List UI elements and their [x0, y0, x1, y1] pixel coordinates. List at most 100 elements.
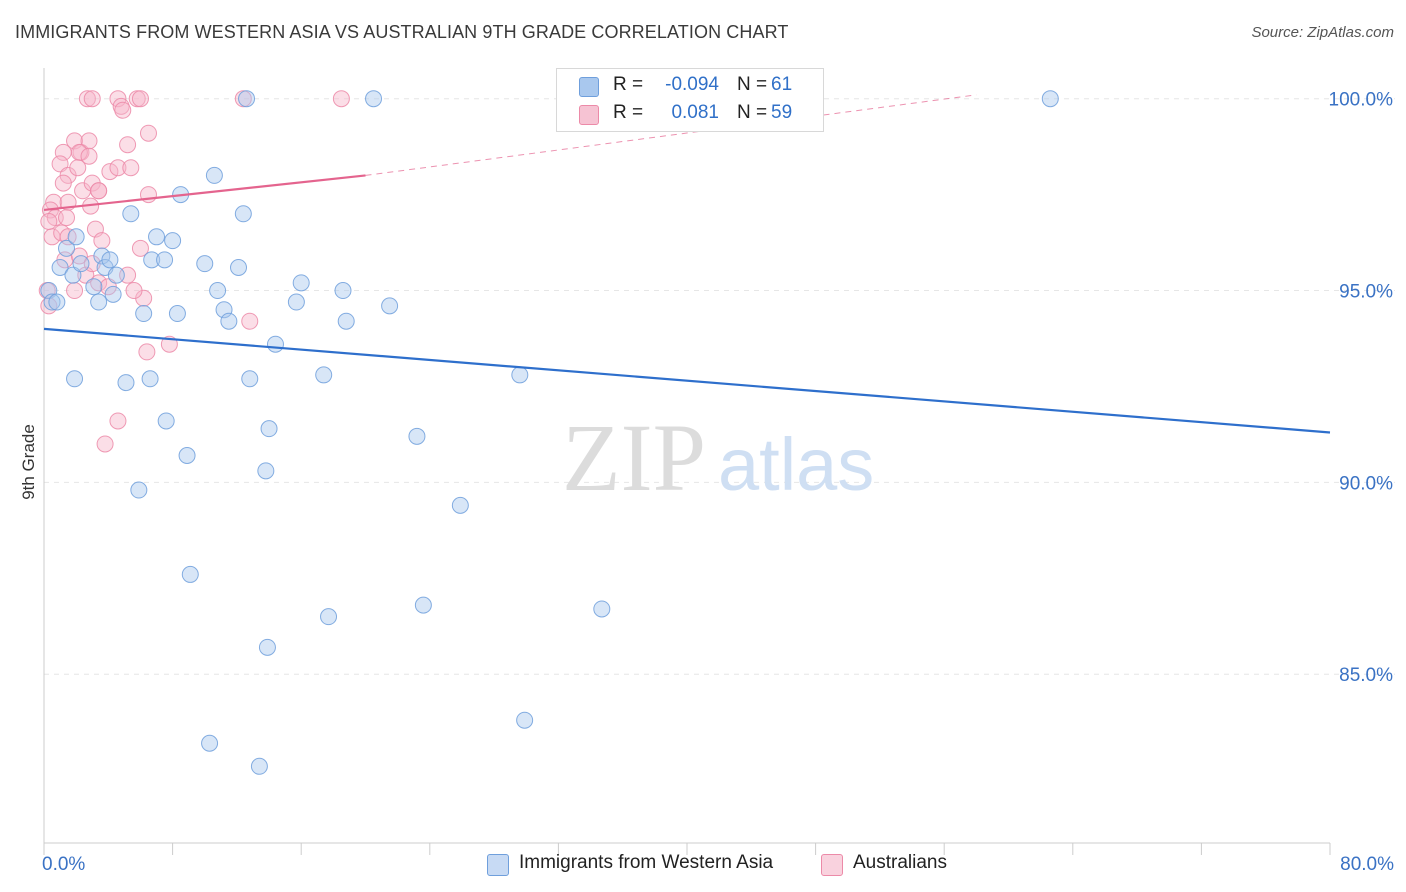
- point-australians: [131, 90, 149, 108]
- legend-swatch-blue: [487, 854, 509, 876]
- point-western-asia: [337, 312, 355, 330]
- point-western-asia: [148, 228, 166, 246]
- point-western-asia: [107, 266, 125, 284]
- point-western-asia: [241, 370, 259, 388]
- point-western-asia: [201, 734, 219, 752]
- watermark-atlas: atlas: [718, 423, 874, 506]
- point-western-asia: [258, 638, 276, 656]
- point-australians: [78, 90, 96, 108]
- point-western-asia: [238, 90, 256, 108]
- point-australians: [96, 435, 114, 453]
- point-western-asia: [48, 293, 66, 311]
- point-australians: [119, 136, 137, 154]
- legend-r-value: -0.094: [665, 74, 719, 95]
- point-western-asia: [365, 90, 383, 108]
- point-western-asia: [85, 278, 103, 296]
- y-tick-label: 90.0%: [1339, 473, 1393, 494]
- legend-r-value: 0.081: [671, 102, 719, 123]
- point-western-asia: [320, 608, 338, 626]
- x-tick-label: 80.0%: [1340, 854, 1394, 875]
- point-australians: [138, 343, 156, 361]
- point-australians: [114, 101, 132, 119]
- point-western-asia: [143, 251, 161, 269]
- point-australians: [40, 212, 58, 230]
- point-australians: [69, 159, 87, 177]
- point-australians: [131, 239, 149, 257]
- x-tick-label: 0.0%: [42, 854, 85, 875]
- legend-row-blue: R = -0.094 N = 61: [557, 72, 823, 100]
- legend-n-label: N =: [737, 74, 768, 95]
- point-western-asia: [292, 274, 310, 292]
- point-western-asia: [209, 282, 227, 300]
- point-western-asia: [178, 447, 196, 464]
- point-australians: [101, 163, 119, 181]
- point-australians: [58, 209, 76, 227]
- point-australians: [83, 90, 101, 108]
- point-western-asia: [64, 266, 82, 284]
- point-western-asia: [101, 251, 119, 269]
- legend-r-label: R =: [613, 74, 644, 95]
- legend-swatch-pink: [821, 854, 843, 876]
- watermark: ZIP atlas: [562, 404, 874, 511]
- point-western-asia: [51, 259, 69, 277]
- chart-title: IMMIGRANTS FROM WESTERN ASIA VS AUSTRALI…: [15, 22, 789, 42]
- point-australians: [122, 159, 140, 177]
- legend-row-pink: R = 0.081 N = 59: [557, 100, 823, 128]
- point-western-asia: [1041, 90, 1059, 108]
- point-western-asia: [67, 228, 85, 246]
- source-label: Source: ZipAtlas.com: [1251, 24, 1394, 41]
- trend-line-australians-extension: [365, 94, 977, 176]
- point-western-asia: [141, 370, 159, 388]
- point-australians: [332, 90, 350, 108]
- point-western-asia: [260, 420, 278, 438]
- point-australians: [93, 232, 111, 250]
- point-western-asia: [196, 255, 214, 273]
- point-western-asia: [117, 374, 135, 392]
- point-western-asia: [408, 427, 426, 445]
- y-tick-label: 95.0%: [1339, 282, 1393, 303]
- point-western-asia: [72, 255, 90, 273]
- point-western-asia: [414, 596, 432, 614]
- point-australians: [51, 155, 69, 173]
- point-australians: [139, 124, 157, 142]
- point-western-asia: [168, 305, 186, 323]
- point-western-asia: [181, 565, 199, 583]
- point-western-asia: [90, 293, 108, 311]
- point-western-asia: [287, 293, 305, 311]
- legend-r-label: R =: [613, 102, 644, 123]
- point-western-asia: [234, 205, 252, 223]
- legend-swatch-pink: [579, 105, 599, 125]
- point-western-asia: [250, 757, 268, 775]
- stats-legend: R = -0.094 N = 61 R = 0.081 N = 59: [556, 68, 824, 132]
- scatter-points: [38, 90, 1059, 775]
- y-axis-label: 9th Grade: [19, 424, 38, 500]
- trend-lines: [43, 94, 1331, 434]
- point-western-asia: [122, 205, 140, 223]
- legend-n-label: N =: [737, 102, 768, 123]
- point-western-asia: [451, 496, 469, 514]
- axes: [43, 68, 1331, 855]
- point-western-asia: [511, 366, 529, 384]
- point-western-asia: [164, 232, 182, 250]
- point-australians: [54, 174, 72, 192]
- point-western-asia: [593, 600, 611, 618]
- trend-line-western-asia: [43, 327, 1331, 434]
- point-australians: [109, 159, 127, 177]
- point-western-asia: [205, 166, 223, 184]
- legend-label-western-asia: Immigrants from Western Asia: [519, 852, 774, 873]
- point-western-asia: [135, 305, 153, 323]
- y-tick-label: 85.0%: [1339, 665, 1393, 686]
- point-australians: [80, 132, 98, 150]
- point-western-asia: [58, 239, 76, 257]
- point-australians: [109, 412, 127, 430]
- point-australians: [90, 182, 108, 200]
- point-australians: [125, 282, 143, 300]
- point-western-asia: [334, 282, 352, 300]
- trend-line-australians: [43, 174, 366, 212]
- legend-label-australians: Australians: [853, 852, 947, 873]
- point-western-asia: [66, 370, 84, 388]
- tick-labels: 85.0% 90.0% 95.0% 100.0% 0.0% 80.0%: [42, 90, 1394, 875]
- point-western-asia: [156, 251, 174, 269]
- point-western-asia: [516, 711, 534, 729]
